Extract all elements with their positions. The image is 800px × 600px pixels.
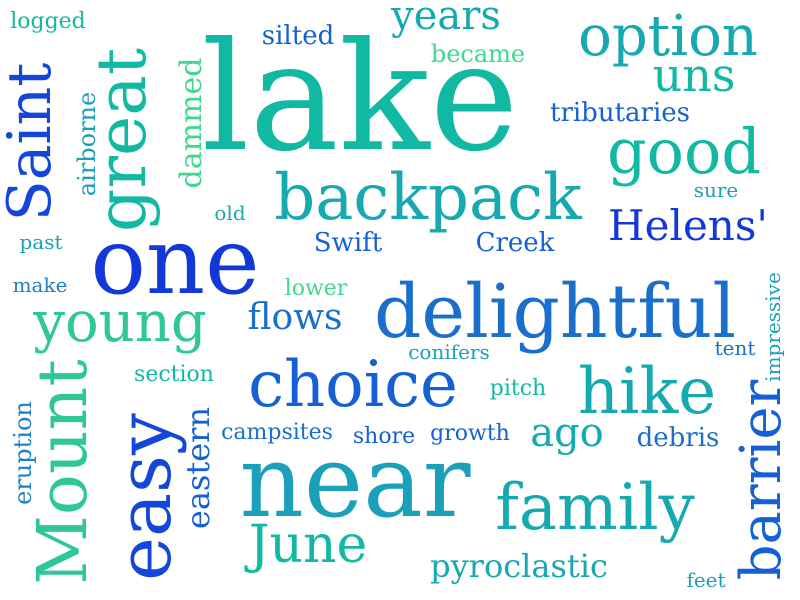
word-tent: tent bbox=[714, 336, 756, 360]
word-dammed: dammed bbox=[174, 57, 209, 189]
word-airborne: airborne bbox=[73, 91, 101, 197]
word-tributaries: tributaries bbox=[549, 98, 691, 128]
word-section: section bbox=[134, 362, 214, 387]
word-helens: Helens' bbox=[608, 201, 768, 250]
word-near: near bbox=[239, 423, 471, 540]
word-silted: silted bbox=[261, 21, 335, 51]
word-june: June bbox=[248, 515, 368, 575]
word-delightful: delightful bbox=[374, 269, 736, 355]
word-family: family bbox=[495, 471, 695, 545]
word-mount: Mount bbox=[24, 359, 103, 585]
word-good: good bbox=[606, 115, 762, 188]
word-hike: hike bbox=[577, 355, 717, 429]
word-uns: uns bbox=[652, 48, 736, 102]
word-ago: ago bbox=[530, 410, 604, 456]
word-swift: Swift bbox=[313, 228, 383, 258]
word-eastern: eastern bbox=[179, 406, 217, 530]
word-flows: flows bbox=[247, 297, 343, 338]
word-conifers: conifers bbox=[408, 340, 490, 364]
word-debris: debris bbox=[636, 423, 720, 453]
word-years: years bbox=[391, 0, 501, 39]
word-old: old bbox=[214, 201, 246, 225]
word-make: make bbox=[12, 273, 68, 297]
word-backpack: backpack bbox=[274, 161, 582, 235]
word-saint: Saint bbox=[0, 62, 65, 222]
word-pyroclastic: pyroclastic bbox=[430, 547, 608, 585]
word-creek: Creek bbox=[475, 228, 555, 258]
word-became: became bbox=[430, 40, 526, 68]
word-growth: growth bbox=[430, 421, 510, 446]
word-choice: choice bbox=[248, 348, 458, 422]
word-easy: easy bbox=[102, 413, 188, 581]
word-option: option bbox=[578, 4, 758, 69]
word-one: one bbox=[90, 208, 260, 315]
word-logged: logged bbox=[10, 9, 86, 34]
word-eruption: eruption bbox=[9, 401, 37, 505]
word-sure: sure bbox=[693, 178, 739, 202]
word-past: past bbox=[19, 230, 63, 254]
word-feet: feet bbox=[686, 568, 726, 592]
word-barrier: barrier bbox=[729, 379, 794, 581]
word-impressive: impressive bbox=[761, 272, 785, 382]
word-shore: shore bbox=[352, 424, 416, 449]
word-lower: lower bbox=[284, 276, 348, 301]
word-campsites: campsites bbox=[221, 420, 333, 445]
word-young: young bbox=[33, 290, 207, 355]
word-lake: lake bbox=[201, 11, 519, 185]
word-pitch: pitch bbox=[489, 376, 547, 401]
